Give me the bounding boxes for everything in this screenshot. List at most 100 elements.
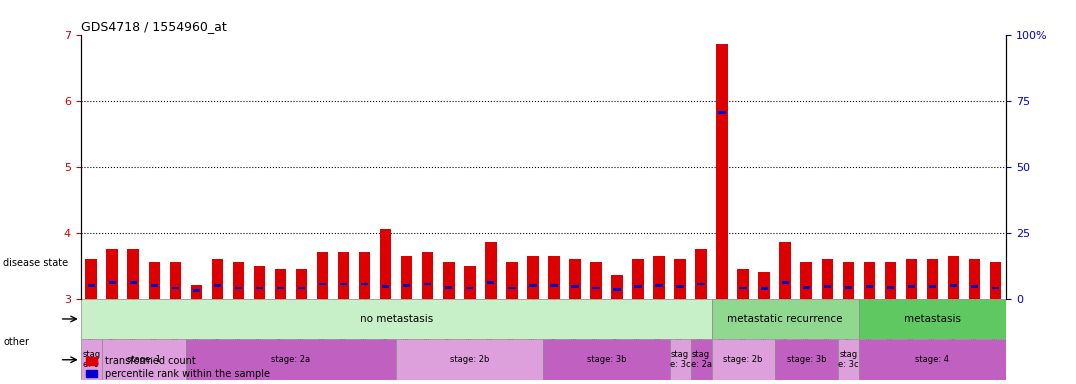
Text: stage: 3b: stage: 3b [586,355,626,364]
Bar [761,287,768,290]
Bar [212,259,223,298]
Bar [697,283,705,285]
Bar [864,262,875,298]
Text: metastasis: metastasis [904,314,961,324]
Text: stag
e: 2a: stag e: 2a [691,350,711,369]
Bar [404,284,410,287]
Bar [382,285,390,288]
Bar [170,262,181,298]
FancyBboxPatch shape [711,339,775,380]
Bar [677,285,683,288]
Bar [887,286,894,289]
FancyBboxPatch shape [81,298,711,339]
Bar [926,259,938,298]
Bar [190,285,202,298]
Bar [611,275,623,298]
Bar [340,283,348,285]
Bar [127,249,139,298]
Bar [635,285,641,288]
FancyBboxPatch shape [691,339,711,380]
Bar [193,289,200,292]
Bar [719,111,726,114]
Bar [360,283,368,285]
Text: stage: 2a: stage: 2a [271,355,311,364]
Bar [968,259,980,298]
FancyBboxPatch shape [838,339,859,380]
FancyBboxPatch shape [859,298,1006,339]
Bar [464,266,476,298]
Text: other: other [3,337,29,347]
Text: metastatic recurrence: metastatic recurrence [727,314,843,324]
Bar [129,281,137,284]
Bar [358,252,370,298]
FancyBboxPatch shape [543,339,669,380]
Bar [151,284,158,287]
FancyBboxPatch shape [102,339,186,380]
Text: stag
e: 3c: stag e: 3c [669,350,691,369]
Bar [590,262,601,298]
Bar [737,269,749,298]
Bar [823,285,831,288]
Bar [633,259,643,298]
Bar [759,272,770,298]
Bar [485,242,497,298]
Bar [214,284,221,287]
Bar [992,287,1000,289]
Bar [569,259,581,298]
Bar [884,262,896,298]
Bar [592,287,599,289]
Bar [87,284,95,287]
Bar [653,256,665,298]
Bar [571,285,579,288]
Bar [950,284,958,287]
Bar [843,262,854,298]
Bar [254,266,266,298]
Bar [527,256,539,298]
Bar [803,286,810,289]
Bar [866,285,873,288]
Bar [338,252,350,298]
Text: stag
e: 0: stag e: 0 [82,350,100,369]
Bar [424,283,431,285]
Bar [422,252,434,298]
FancyBboxPatch shape [669,339,691,380]
Bar [948,256,960,298]
Bar [232,262,244,298]
Bar [655,284,663,287]
Bar [380,229,392,298]
Bar [109,281,116,284]
Bar [298,287,306,289]
Bar [316,252,328,298]
FancyBboxPatch shape [859,339,1006,380]
Text: stage: 2b: stage: 2b [723,355,763,364]
Bar [821,259,833,298]
Legend: transformed count, percentile rank within the sample: transformed count, percentile rank withi… [86,356,270,379]
Text: stage: 4: stage: 4 [916,355,949,364]
Bar [296,269,308,298]
Text: no metastasis: no metastasis [359,314,433,324]
Bar [717,45,728,298]
Bar [401,256,412,298]
Bar [695,249,707,298]
Bar [107,249,118,298]
Bar [990,262,1002,298]
FancyBboxPatch shape [186,339,396,380]
Bar [508,287,515,289]
Bar [148,262,160,298]
Bar [256,287,264,289]
Text: stage: 1: stage: 1 [127,355,160,364]
Bar [550,284,557,287]
Text: stage: 3b: stage: 3b [787,355,826,364]
Bar [739,287,747,289]
Bar [274,269,286,298]
Bar [613,288,621,291]
Bar [675,259,685,298]
Bar [443,262,454,298]
Bar [971,285,978,288]
Bar [235,287,242,289]
Bar [845,286,852,289]
Text: stage: 2b: stage: 2b [450,355,490,364]
FancyBboxPatch shape [775,339,838,380]
Text: disease state: disease state [3,258,69,268]
Bar [529,284,537,287]
